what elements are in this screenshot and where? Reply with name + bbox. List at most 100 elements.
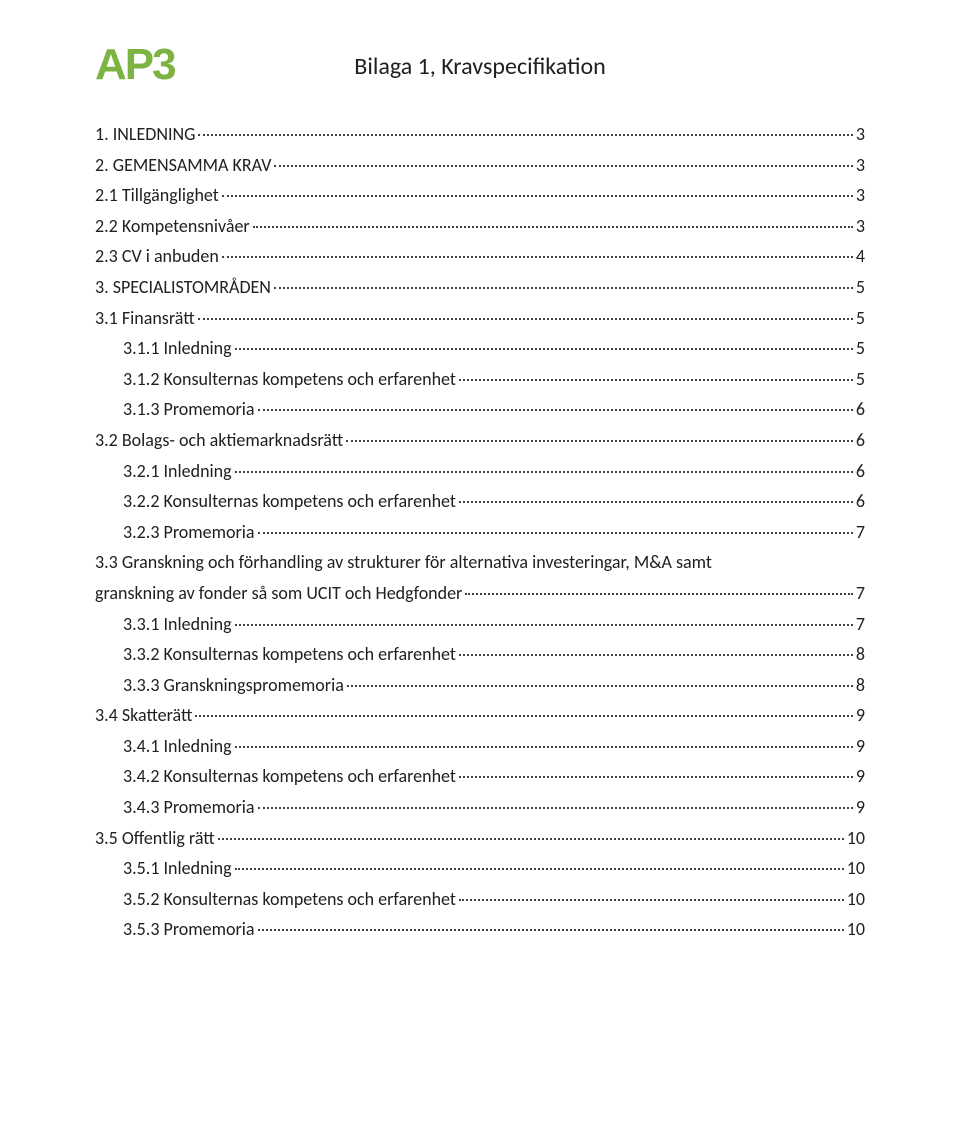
toc-leader-dots — [347, 685, 853, 687]
toc-page-number: 9 — [856, 700, 865, 731]
toc-label: 2.3 CV i anbuden — [95, 241, 219, 272]
toc-entry[interactable]: 3.4 Skatterätt 9 — [95, 700, 865, 731]
toc-page-number: 10 — [847, 884, 865, 915]
toc-entry[interactable]: 3.5.2 Konsulternas kompetens och erfaren… — [95, 884, 865, 915]
toc-entry[interactable]: 3.5.3 Promemoria 10 — [95, 914, 865, 945]
toc-leader-dots — [218, 838, 844, 840]
toc-label: 3.4.3 Promemoria — [123, 792, 255, 823]
toc-label: 3.5.2 Konsulternas kompetens och erfaren… — [123, 884, 456, 915]
toc-label: 3.2.1 Inledning — [123, 456, 232, 487]
toc-leader-dots — [235, 348, 853, 350]
toc-entry[interactable]: 3.5 Offentlig rätt 10 — [95, 823, 865, 854]
toc-label: 3.5.1 Inledning — [123, 853, 232, 884]
toc-leader-dots — [465, 593, 853, 595]
toc-label: 3. SPECIALISTOMRÅDEN — [95, 272, 271, 303]
toc-entry[interactable]: 3.1.2 Konsulternas kompetens och erfaren… — [95, 364, 865, 395]
toc-page-number: 5 — [856, 303, 865, 334]
toc-leader-dots — [198, 318, 853, 320]
toc-page-number: 8 — [856, 670, 865, 701]
toc-entry[interactable]: 3.5.1 Inledning 10 — [95, 853, 865, 884]
toc-page-number: 3 — [856, 150, 865, 181]
toc-label: 3.1.3 Promemoria — [123, 394, 255, 425]
toc-leader-dots — [459, 654, 853, 656]
toc-leader-dots — [258, 532, 853, 534]
toc-page-number: 6 — [856, 456, 865, 487]
toc-label: 3.1.1 Inledning — [123, 333, 232, 364]
toc-entry[interactable]: 2. GEMENSAMMA KRAV 3 — [95, 150, 865, 181]
toc-leader-dots — [346, 440, 853, 442]
toc-entry[interactable]: 3.1 Finansrätt 5 — [95, 303, 865, 334]
toc-entry[interactable]: 3.4.1 Inledning 9 — [95, 731, 865, 762]
toc-label: 2.1 Tillgänglighet — [95, 180, 219, 211]
toc-page-number: 3 — [856, 211, 865, 242]
toc-entry[interactable]: 3.3.1 Inledning 7 — [95, 609, 865, 640]
toc-leader-dots — [195, 715, 852, 717]
toc-leader-dots — [459, 501, 853, 503]
toc-leader-dots — [258, 807, 853, 809]
toc-page-number: 5 — [856, 272, 865, 303]
toc-label: 3.2.2 Konsulternas kompetens och erfaren… — [123, 486, 456, 517]
toc-leader-dots — [222, 256, 853, 258]
toc-leader-dots — [258, 409, 853, 411]
toc-label: 3.1.2 Konsulternas kompetens och erfaren… — [123, 364, 456, 395]
toc-entry[interactable]: 3.4.3 Promemoria 9 — [95, 792, 865, 823]
toc-page-number: 6 — [856, 425, 865, 456]
toc-page-number: 9 — [856, 761, 865, 792]
toc-page-number: 10 — [847, 823, 865, 854]
toc-entry[interactable]: 3.2 Bolags- och aktiemarknadsrätt 6 — [95, 425, 865, 456]
toc-entry[interactable]: 3.3 Granskning och förhandling av strukt… — [95, 547, 865, 608]
toc-leader-dots — [222, 195, 853, 197]
toc-label: 3.4.1 Inledning — [123, 731, 232, 762]
toc-label: 3.4.2 Konsulternas kompetens och erfaren… — [123, 761, 456, 792]
toc-leader-dots — [459, 776, 853, 778]
toc-page-number: 7 — [856, 609, 865, 640]
toc-leader-dots — [253, 226, 853, 228]
toc-entry[interactable]: 3. SPECIALISTOMRÅDEN 5 — [95, 272, 865, 303]
toc-entry[interactable]: 3.4.2 Konsulternas kompetens och erfaren… — [95, 761, 865, 792]
toc-entry[interactable]: 3.2.1 Inledning 6 — [95, 456, 865, 487]
toc-label: 3.3.2 Konsulternas kompetens och erfaren… — [123, 639, 456, 670]
toc-page-number: 6 — [856, 394, 865, 425]
toc-page-number: 10 — [847, 853, 865, 884]
toc-label: 3.3.1 Inledning — [123, 609, 232, 640]
toc-page-number: 8 — [856, 639, 865, 670]
toc-leader-dots — [235, 624, 853, 626]
toc-entry[interactable]: 2.2 Kompetensnivåer 3 — [95, 211, 865, 242]
toc-entry[interactable]: 2.3 CV i anbuden 4 — [95, 241, 865, 272]
toc-page-number: 3 — [856, 180, 865, 211]
toc-label: 3.5.3 Promemoria — [123, 914, 255, 945]
toc-label: 2. GEMENSAMMA KRAV — [95, 150, 271, 181]
toc-page-number: 4 — [856, 241, 865, 272]
toc-entry[interactable]: 3.1.3 Promemoria 6 — [95, 394, 865, 425]
toc-label: 3.2.3 Promemoria — [123, 517, 255, 548]
toc-leader-dots — [274, 287, 853, 289]
toc-entry[interactable]: 1. INLEDNING 3 — [95, 119, 865, 150]
toc-label: 2.2 Kompetensnivåer — [95, 211, 250, 242]
toc-page-number: 6 — [856, 486, 865, 517]
toc-page-number: 7 — [856, 578, 865, 609]
toc-entry[interactable]: 3.3.2 Konsulternas kompetens och erfaren… — [95, 639, 865, 670]
toc-label: 3.3.3 Granskningspromemoria — [123, 670, 344, 701]
toc-label: 3.4 Skatterätt — [95, 700, 192, 731]
toc-entry[interactable]: 3.2.2 Konsulternas kompetens och erfaren… — [95, 486, 865, 517]
toc-leader-dots — [235, 868, 844, 870]
toc-label: granskning av fonder så som UCIT och Hed… — [95, 578, 462, 609]
toc-leader-dots — [235, 746, 853, 748]
toc-page-number: 5 — [856, 364, 865, 395]
toc-page-number: 3 — [856, 119, 865, 150]
toc-page-number: 7 — [856, 517, 865, 548]
toc-label: 1. INLEDNING — [95, 119, 195, 150]
toc-leader-dots — [459, 899, 844, 901]
toc-entry[interactable]: 3.2.3 Promemoria 7 — [95, 517, 865, 548]
toc-entry[interactable]: 3.1.1 Inledning 5 — [95, 333, 865, 364]
toc-page-number: 9 — [856, 792, 865, 823]
toc-leader-dots — [198, 134, 852, 136]
toc-label: 3.2 Bolags- och aktiemarknadsrätt — [95, 425, 343, 456]
toc-entry[interactable]: 2.1 Tillgänglighet 3 — [95, 180, 865, 211]
toc-label: 3.1 Finansrätt — [95, 303, 195, 334]
toc-label: 3.3 Granskning och förhandling av strukt… — [95, 547, 865, 578]
toc-entry[interactable]: 3.3.3 Granskningspromemoria 8 — [95, 670, 865, 701]
page-title: Bilaga 1, Kravspecifikation — [95, 52, 865, 81]
toc-leader-dots — [235, 471, 853, 473]
toc-page-number: 9 — [856, 731, 865, 762]
